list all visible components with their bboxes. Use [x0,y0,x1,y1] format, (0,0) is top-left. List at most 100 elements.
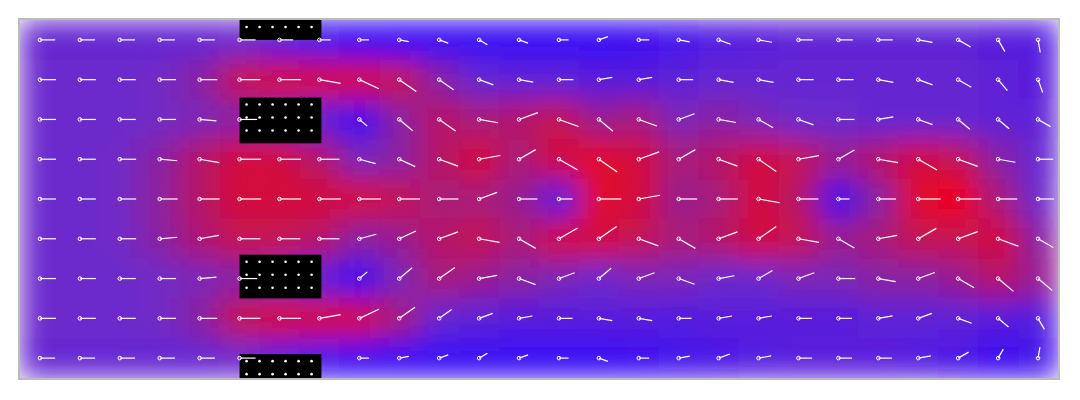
vector-tail [358,237,362,241]
vector-tail [198,317,202,321]
velocity-vector [198,197,220,201]
velocity-vector [78,118,96,122]
vector-shaft [559,119,579,126]
vector-tail [437,277,441,281]
velocity-vector [78,317,96,321]
plot-area [20,20,1058,378]
speed-cell [619,219,659,259]
obstacle-dot [284,360,287,363]
speed-cell [339,60,379,100]
speed-cell [579,100,619,140]
speed-cell [20,219,60,259]
velocity-vector [517,38,528,43]
speed-cell [100,259,140,299]
vector-tail [238,197,242,201]
vector-tail [517,197,521,201]
obstacle-dots [245,103,313,132]
velocity-vector [637,356,649,360]
obstacle-dot [297,286,300,289]
speed-cell [858,20,898,60]
velocity-vector [38,157,56,161]
speed-cell [60,259,100,299]
velocity-vector [717,276,735,281]
speed-cell [659,139,699,179]
vector-tail [637,38,641,42]
speed-cell [659,338,699,378]
vector-tail [797,118,801,122]
obstacle-dot [245,116,248,119]
vector-tail [38,118,42,122]
speed-cell [898,100,938,140]
vector-tail [1036,237,1040,241]
vector-tail [78,118,82,122]
speed-cell [299,60,339,100]
vector-tail [717,157,721,161]
obstacle-dot [310,360,313,363]
vector-shaft [120,119,136,120]
vector-tail [238,277,242,281]
vector-tail [557,197,561,201]
obstacle-dot [284,273,287,276]
obstacle-dot [271,373,274,376]
speed-cell [339,20,379,60]
vector-shaft [799,239,819,243]
vector-tail [437,38,441,42]
velocity-vector [278,237,301,241]
velocity-vector [1036,118,1050,127]
speed-cell [140,259,180,299]
velocity-vector [158,157,177,161]
vector-tail [397,118,401,122]
velocity-vector [517,316,532,320]
speed-cell [220,60,260,100]
vector-shaft [519,113,538,120]
speed-cell [100,219,140,259]
vector-shaft [280,198,302,199]
vector-shaft [439,198,458,199]
vector-shaft [878,198,896,199]
vector-shaft [240,318,261,319]
vector-tail [158,237,162,241]
vector-tail [198,38,202,42]
vector-tail [517,38,521,42]
speed-cell [978,338,1018,378]
vector-shaft [838,119,854,120]
velocity-vector [198,78,217,82]
velocity-vector [477,353,487,360]
vector-tail [78,277,82,281]
speed-cell [499,179,539,219]
vector-tail [358,277,362,281]
speed-cell [499,100,539,140]
velocity-vector [837,356,852,360]
speed-cell [419,179,459,219]
velocity-vector [78,356,95,360]
vector-shaft [878,159,898,162]
velocity-vector [38,356,55,360]
speed-cell [1018,179,1058,219]
speed-cell [579,20,619,60]
speed-cell [379,338,419,378]
vector-shaft [120,238,136,239]
velocity-vector [238,356,256,360]
speed-cell [539,259,579,299]
vector-tail [437,78,441,82]
velocity-vector [637,38,649,42]
velocity-vector [477,118,498,123]
speed-cell [779,259,819,299]
vector-shaft [519,150,536,160]
velocity-vector [996,237,1018,246]
vector-tail [877,356,881,360]
velocity-vector [397,157,415,166]
velocity-vector [677,197,697,201]
velocity-vector [677,277,695,285]
velocity-vector [956,317,971,324]
obstacle-dot [245,273,248,276]
vector-tail [996,237,1000,241]
speed-cell [818,139,858,179]
plot [19,19,1059,379]
velocity-vector [397,231,415,241]
vector-tail [158,356,162,360]
vector-tail [916,157,920,161]
velocity-vector [797,38,813,42]
vector-tail [996,78,1000,82]
vector-shaft [80,238,96,239]
